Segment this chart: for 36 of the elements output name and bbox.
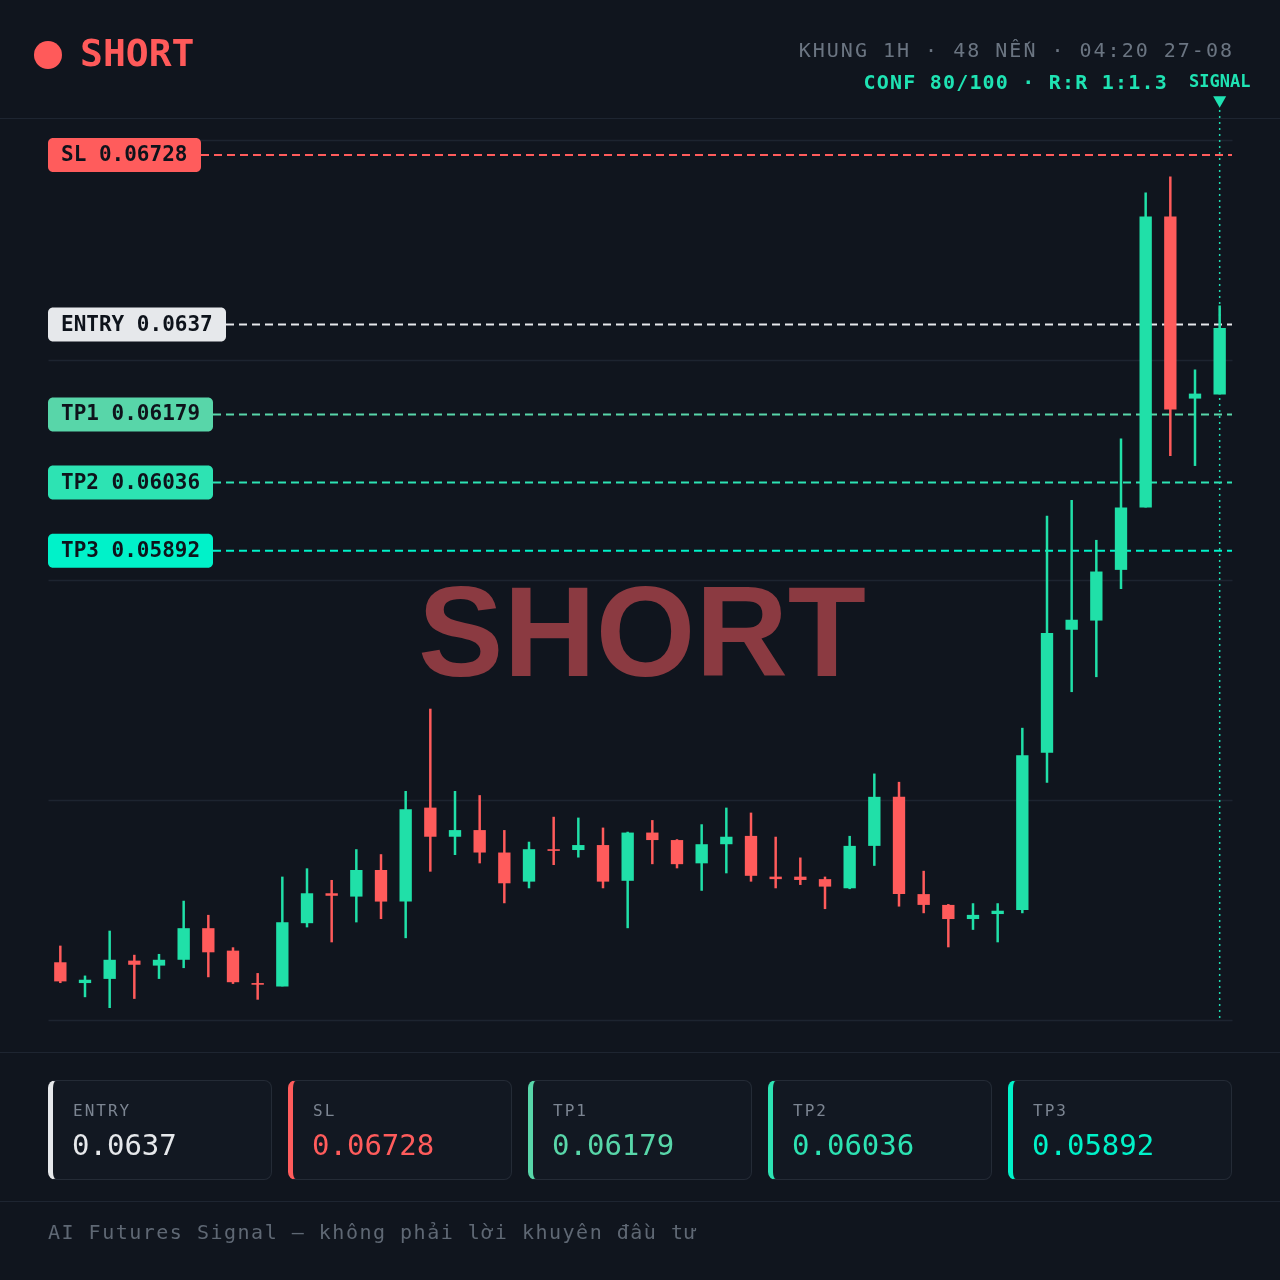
candlestick: [695, 823, 708, 893]
candlestick: [251, 971, 264, 1001]
candlestick: [325, 878, 338, 944]
text: SIGNAL: [1188, 71, 1251, 91]
ref-line-label: ENTRY 0.0637: [61, 311, 213, 336]
card: TP1 0.06179: [528, 1080, 752, 1180]
chart-title: SHORT: [80, 30, 195, 77]
candlestick: [794, 856, 807, 887]
card: TP3 0.05892: [1008, 1080, 1232, 1180]
text: CONF 80/100 · R:R 1:1.3: [863, 69, 1168, 95]
text: AI Futures Signal — không phải lời khuyên đầu tư: [48, 1219, 698, 1245]
candlestick: [448, 789, 462, 857]
candlestick: [1065, 498, 1078, 694]
candlestick: [128, 953, 141, 1001]
ref-line-label: TP2 0.06036: [61, 469, 201, 494]
candlestick: [473, 793, 486, 865]
candlestick: [966, 902, 980, 932]
ref-line-label: TP1 0.06179: [61, 401, 201, 426]
card: ENTRY 0.0637: [48, 1080, 272, 1180]
candlestick: [572, 816, 585, 859]
candlestick: [103, 929, 116, 1010]
candlestick: [646, 818, 659, 866]
annotation: SHORT: [418, 560, 866, 703]
candlestick: [818, 875, 832, 911]
ref-line-label: SL 0.06728: [61, 142, 188, 166]
card: SL 0.06728: [288, 1080, 512, 1180]
candlestick: [152, 952, 166, 981]
ref-line-label: TP3 0.05892: [61, 537, 201, 562]
candlestick: [720, 806, 733, 875]
card: TP2 0.06036: [768, 1080, 992, 1180]
chart-subtitle: KHUNG 1H · 48 NẾN · 04:20 27-08: [798, 37, 1234, 63]
candlestick: [54, 944, 67, 985]
candlestick: [547, 815, 560, 867]
candlestick: [917, 869, 930, 915]
candlestick: [942, 902, 955, 949]
candlestick: [1188, 368, 1202, 468]
